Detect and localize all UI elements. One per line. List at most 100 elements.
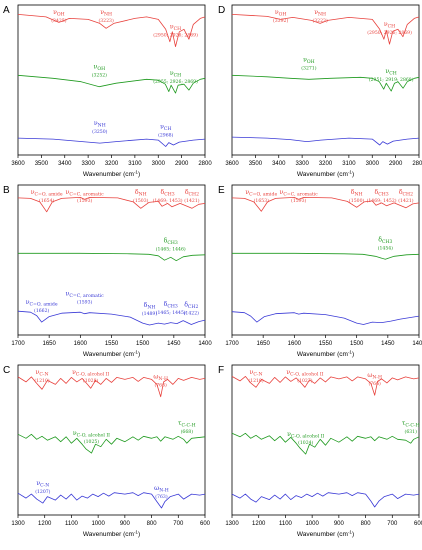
x-axis-label: Wavenumber (cm-1) [297, 530, 354, 539]
peak-value: (2955; 2926; 2869) [153, 78, 198, 85]
peak-annotation: νC-O, alcohol II(1028) [72, 369, 109, 384]
x-tick-label: 3000 [366, 161, 380, 167]
peak-annotation: δNH(1489) [142, 302, 157, 317]
spectrum-blue [231, 136, 420, 146]
band-label: ωN-H [367, 372, 382, 381]
band-label: τC-C-H [402, 420, 420, 429]
x-tick-label: 1650 [256, 341, 270, 347]
peak-value: (763) [155, 493, 168, 500]
x-tick-label: 3200 [319, 161, 333, 167]
x-tick-label: 600 [200, 521, 211, 527]
x-tick-label: 800 [361, 521, 372, 527]
peak-annotation: νC=C, aromatic(1593) [66, 291, 105, 306]
peak-value: (3425) [51, 17, 66, 24]
band-label: νC=O, amide [31, 189, 63, 198]
x-axis-label: Wavenumber (cm-1) [297, 170, 354, 179]
spectrum-red [17, 14, 206, 47]
peak-annotation: νC=O, amide(1654) [31, 189, 63, 204]
peak-value: (2951; 2919; 2868) [369, 76, 414, 83]
peak-annotation: νC-O, alcohol II(1027) [286, 369, 323, 384]
band-label: νC-O, alcohol II [73, 430, 110, 439]
spectrum-red [17, 196, 206, 213]
x-axis-label: Wavenumber (cm-1) [83, 170, 140, 179]
peak-value: (1469; 1452) [367, 197, 397, 204]
x-tick-label: 1600 [288, 341, 302, 347]
peak-value: (3250) [92, 128, 107, 135]
plot-frame [231, 364, 420, 516]
x-tick-label: 900 [334, 521, 345, 527]
peak-annotation: νCH(2951; 2919; 2868) [369, 68, 414, 83]
x-tick-label: 3300 [81, 161, 95, 167]
band-label: νC=O, amide [26, 299, 58, 308]
x-tick-label: 3100 [128, 161, 142, 167]
band-label: νC=C, aromatic [66, 291, 105, 300]
band-label: νC-O, alcohol II [72, 369, 109, 378]
band-label: ωN-H [153, 374, 168, 383]
x-tick-label: 2800 [412, 161, 422, 167]
panel-d: D 3600 3500 3400 3300 3200 3100 3000 2900 2800 Wav… [218, 4, 422, 179]
peak-value: (2950; 2926; 2869) [367, 29, 412, 36]
peak-annotation: νC=O, amide(1662) [26, 299, 58, 314]
peak-annotation: δCH3(1454) [378, 236, 393, 251]
x-tick-label: 1300 [11, 521, 25, 527]
peak-annotation: δCH3(1469; 1452) [367, 189, 397, 204]
peak-value: (1210) [248, 377, 263, 384]
spectrum-red [231, 196, 420, 212]
peak-annotation: νC-O, alcohol II(1024) [287, 431, 324, 446]
plot-frame [17, 364, 206, 516]
x-tick-label: 1550 [319, 341, 333, 347]
panel-e: E 1700 1650 1600 1550 1500 1450 1400 Wavenumber … [218, 184, 422, 359]
x-tick-label: 600 [414, 521, 422, 527]
peak-annotation: νNH(3223) [98, 9, 113, 24]
band-label: νCH [386, 68, 397, 77]
peak-value: (766) [368, 380, 381, 387]
peak-value: (3252) [92, 72, 107, 79]
band-label: δCH3 [161, 189, 175, 198]
peak-annotation: νNH(3223) [312, 9, 327, 24]
band-label: νC-O, alcohol II [286, 369, 323, 378]
peak-value: (1421) [398, 197, 413, 204]
band-label: ωN-H [154, 485, 169, 494]
peak-value: (1454) [378, 244, 393, 251]
x-tick-label: 1700 [11, 341, 25, 347]
band-label: νC-N [250, 369, 263, 378]
spectrum-red [17, 376, 206, 398]
band-label: νC-N [36, 480, 49, 489]
x-tick-label: 1200 [252, 521, 266, 527]
peak-annotation: νC-O, alcohol II(1025) [73, 430, 110, 445]
peak-value: (1593) [77, 299, 92, 306]
panel-letter: E [218, 185, 225, 196]
peak-value: (1654) [39, 197, 54, 204]
peak-annotation: νOH(3271) [301, 56, 316, 71]
peak-value: (1465; 1445) [156, 309, 186, 316]
peak-annotation: νOH(3392) [273, 9, 288, 24]
band-label: δCH3 [164, 238, 178, 247]
x-tick-label: 1550 [105, 341, 119, 347]
band-label: νOH [53, 9, 65, 18]
spectrum-green [231, 432, 420, 455]
panel-c: C 1300 1200 1100 1000 900 800 700 600 Wavenumber … [3, 364, 211, 538]
peak-value: (631) [405, 428, 418, 435]
x-tick-label: 3600 [225, 161, 239, 167]
peak-annotation: νC=C, aromatic(1593) [66, 189, 105, 204]
peak-annotation: δCH3(1469; 1453) [153, 189, 183, 204]
band-label: νC=C, aromatic [280, 189, 319, 198]
x-tick-label: 2800 [198, 161, 212, 167]
peak-annotation: νOH(3252) [92, 64, 107, 79]
x-tick-label: 1500 [136, 341, 150, 347]
x-tick-label: 1000 [305, 521, 319, 527]
x-axis-label: Wavenumber (cm-1) [297, 350, 354, 359]
band-label: νOH [275, 9, 287, 18]
x-tick-label: 1300 [225, 521, 239, 527]
panel-a: A 3600 3500 3400 3300 3200 3100 3000 2900 2800 Wav… [3, 4, 212, 179]
peak-annotation: νCH(2950; 2926; 2869) [153, 24, 198, 39]
x-tick-label: 3500 [249, 161, 263, 167]
x-tick-label: 700 [173, 521, 184, 527]
spectrum-red [231, 14, 420, 45]
panel-b: B 1700 1650 1600 1550 1500 1450 1400 Wavenumber … [3, 184, 212, 358]
spectrum-blue [231, 492, 420, 508]
x-tick-label: 1650 [42, 341, 56, 347]
x-tick-label: 1500 [350, 341, 364, 347]
peak-annotation: νC-N(1210) [34, 369, 49, 384]
peak-annotation: δCH2(1421) [398, 189, 413, 204]
